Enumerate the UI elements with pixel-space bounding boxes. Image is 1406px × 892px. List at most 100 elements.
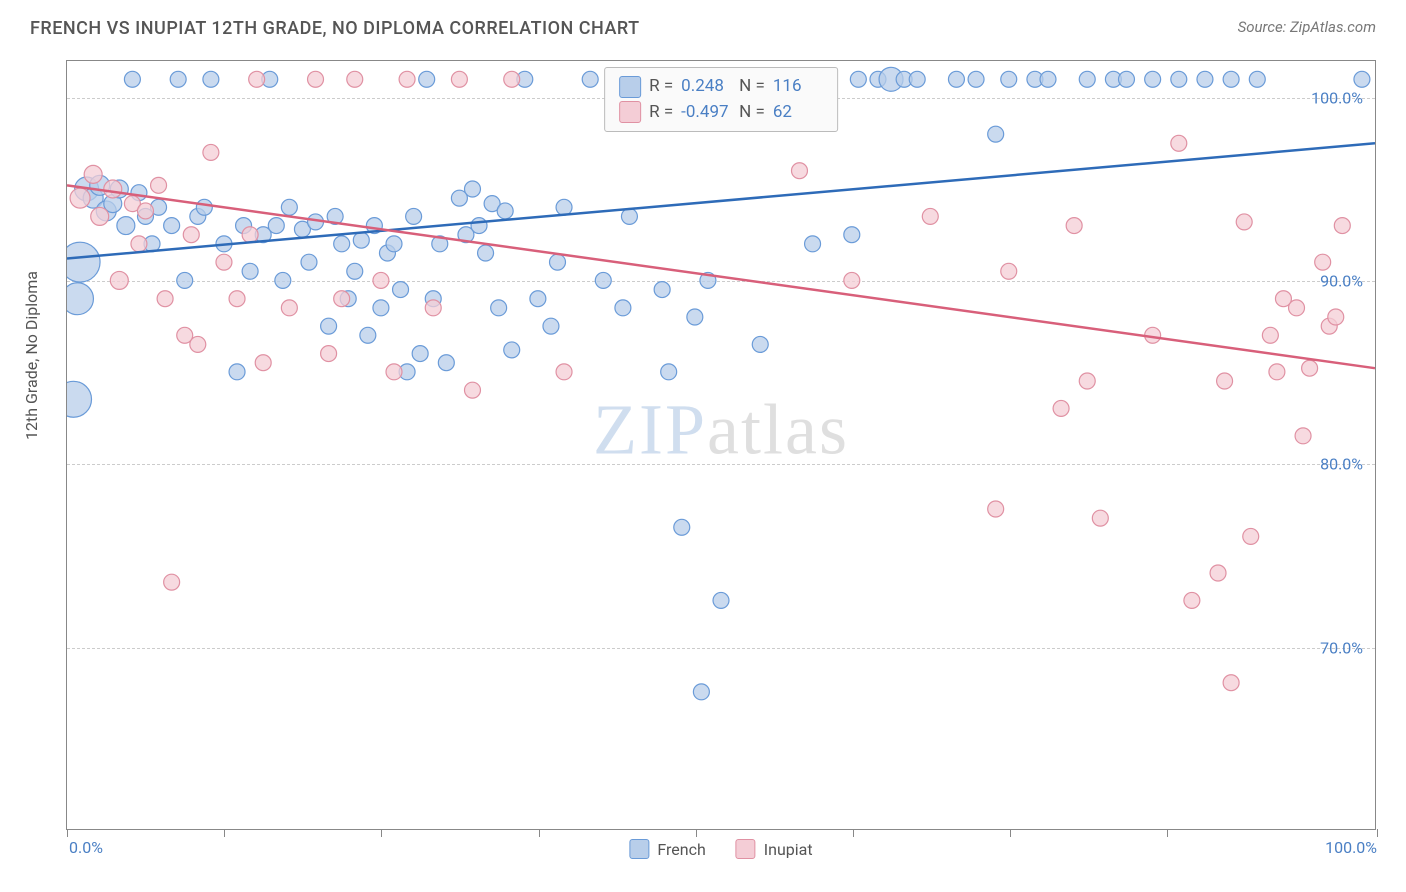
scatter-point xyxy=(1289,300,1305,316)
scatter-point xyxy=(1295,428,1311,444)
scatter-point xyxy=(406,208,422,224)
scatter-point xyxy=(229,364,245,380)
x-tick xyxy=(1377,829,1378,837)
x-tick xyxy=(853,829,854,837)
scatter-point xyxy=(1334,218,1350,234)
scatter-point xyxy=(124,71,140,87)
scatter-point xyxy=(1210,565,1226,581)
scatter-point xyxy=(1118,71,1134,87)
scatter-point xyxy=(196,199,212,215)
scatter-point xyxy=(373,300,389,316)
scatter-point xyxy=(255,355,271,371)
scatter-point xyxy=(177,272,193,288)
scatter-point xyxy=(478,245,494,261)
scatter-point xyxy=(948,71,964,87)
scatter-point xyxy=(360,327,376,343)
bottom-legend-label: French xyxy=(657,840,705,859)
scatter-point xyxy=(491,300,507,316)
scatter-point xyxy=(1145,71,1161,87)
scatter-point xyxy=(968,71,984,87)
scatter-point xyxy=(464,382,480,398)
scatter-point xyxy=(1171,71,1187,87)
scatter-point xyxy=(615,300,631,316)
scatter-point xyxy=(713,592,729,608)
scatter-point xyxy=(497,203,513,219)
x-tick xyxy=(696,829,697,837)
scatter-point xyxy=(170,71,186,87)
scatter-point xyxy=(1040,71,1056,87)
scatter-point xyxy=(621,208,637,224)
scatter-point xyxy=(504,342,520,358)
scatter-point xyxy=(1053,400,1069,416)
scatter-point xyxy=(203,71,219,87)
scatter-point xyxy=(70,188,90,208)
scatter-point xyxy=(582,71,598,87)
bottom-legend-french: French xyxy=(629,839,705,859)
scatter-point xyxy=(844,227,860,243)
legend-swatch-french xyxy=(619,76,641,98)
scatter-point xyxy=(1171,135,1187,151)
scatter-point xyxy=(1001,71,1017,87)
x-tick-label: 0.0% xyxy=(69,838,103,857)
scatter-point xyxy=(229,291,245,307)
scatter-point xyxy=(471,218,487,234)
scatter-point xyxy=(693,684,709,700)
scatter-point xyxy=(1197,71,1213,87)
scatter-point xyxy=(1223,675,1239,691)
legend-swatch-inupiat xyxy=(619,101,641,123)
scatter-point xyxy=(1354,71,1370,87)
scatter-point xyxy=(117,217,135,235)
scatter-point xyxy=(373,272,389,288)
scatter-point xyxy=(242,227,258,243)
scatter-point xyxy=(595,272,611,288)
scatter-point xyxy=(1092,510,1108,526)
scatter-point xyxy=(464,181,480,197)
scatter-point xyxy=(1217,373,1233,389)
scatter-point xyxy=(151,177,167,193)
scatter-point xyxy=(543,318,559,334)
scatter-point xyxy=(353,232,369,248)
x-tick-label: 100.0% xyxy=(1325,838,1377,857)
scatter-point xyxy=(249,71,265,87)
scatter-point xyxy=(334,291,350,307)
scatter-point xyxy=(412,346,428,362)
regression-line xyxy=(67,143,1375,258)
scatter-point xyxy=(805,236,821,252)
scatter-point xyxy=(909,71,925,87)
scatter-point xyxy=(438,355,454,371)
scatter-point xyxy=(393,282,409,298)
x-tick xyxy=(224,829,225,837)
scatter-point xyxy=(203,144,219,160)
scatter-point xyxy=(1236,214,1252,230)
scatter-point xyxy=(550,254,566,270)
scatter-point xyxy=(1066,218,1082,234)
scatter-point xyxy=(157,291,173,307)
scatter-point xyxy=(281,300,297,316)
scatter-point xyxy=(661,364,677,380)
regression-line xyxy=(67,185,1375,368)
scatter-point xyxy=(216,254,232,270)
scatter-point xyxy=(190,336,206,352)
scatter-point xyxy=(321,318,337,334)
scatter-point xyxy=(1302,360,1318,376)
scatter-point xyxy=(988,501,1004,517)
legend-swatch-icon xyxy=(736,839,756,859)
x-tick xyxy=(1010,829,1011,837)
scatter-point xyxy=(674,519,690,535)
scatter-point xyxy=(922,208,938,224)
legend-row-inupiat: R =-0.497 N =62 xyxy=(619,100,823,126)
scatter-point xyxy=(556,364,572,380)
scatter-plot xyxy=(67,61,1375,829)
scatter-point xyxy=(1243,528,1259,544)
bottom-legend-label: Inupiat xyxy=(764,840,813,859)
scatter-point xyxy=(850,71,866,87)
scatter-point xyxy=(1079,71,1095,87)
correlation-legend: R =0.248 N =116 R =-0.497 N =62 xyxy=(604,67,838,132)
legend-swatch-icon xyxy=(629,839,649,859)
scatter-point xyxy=(321,346,337,362)
scatter-point xyxy=(67,242,100,282)
scatter-point xyxy=(347,71,363,87)
scatter-point xyxy=(504,71,520,87)
scatter-point xyxy=(556,199,572,215)
x-tick xyxy=(1167,829,1168,837)
